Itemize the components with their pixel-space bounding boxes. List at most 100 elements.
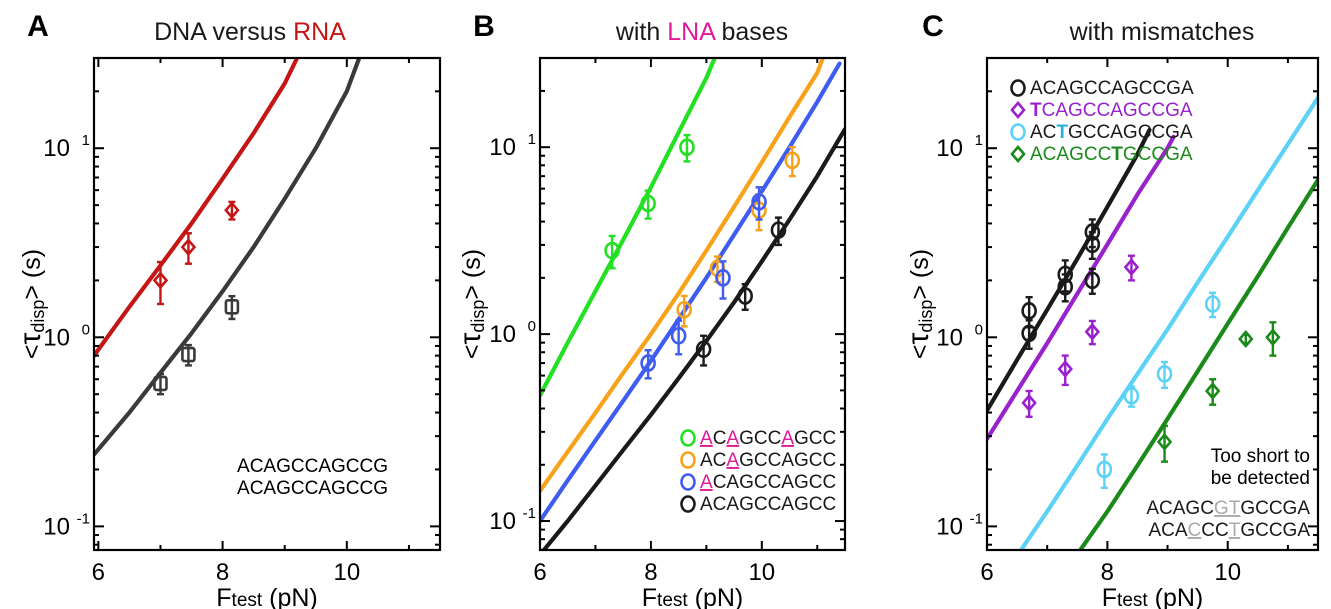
panel-c-point-1-3 — [1123, 258, 1140, 277]
panel-a-xtick-label: 6 — [92, 559, 105, 586]
panel-c-legend-marker-3 — [1010, 145, 1026, 163]
panel-b-letter: B — [473, 10, 495, 43]
panel-c-point-1-1 — [1057, 359, 1073, 378]
panel-b-legend-2-part-1: CAGCCAGCC — [713, 472, 837, 493]
panel-c-legend-3-part-0: ACAGCC — [1030, 144, 1111, 165]
panel-b-legend-marker-3 — [680, 495, 696, 513]
panel-a-fit-line-1 — [94, 58, 362, 457]
panel-b-fit-line-2 — [540, 61, 842, 524]
panel-c-annotation-seq1-part-2: GCCGA — [1240, 498, 1310, 519]
panel-b-legend-2: ACAGCCAGCC — [700, 472, 836, 493]
panel-b-legend-0-part-2: A — [726, 428, 739, 449]
panel-c-point-2-2 — [1156, 365, 1173, 383]
panel-c-annotation-seq2-part-0: ACA — [1148, 520, 1187, 541]
panel-c-fit-line-2 — [1018, 95, 1318, 550]
panel-c-fit-line-1 — [987, 134, 1176, 441]
panel-a-ytick-exponent: 1 — [82, 132, 90, 149]
panel-c-point-2-1 — [1123, 387, 1140, 405]
panel-b-point-3-0 — [695, 340, 712, 359]
panel-b-point-3-1 — [737, 287, 753, 305]
panel-b-point-1-0 — [676, 300, 692, 319]
panel-c-legend-marker-2 — [1010, 123, 1026, 141]
panel-a-point-1-2 — [224, 298, 240, 315]
panel-c-annotation-seq1-part-0: ACAGC — [1146, 498, 1214, 519]
panel-c-annotation-seq1: ACAGCGTGCCGA — [1146, 498, 1310, 519]
panel-c-ytick-label: 10 — [936, 513, 963, 540]
panel-c-point-0-3 — [1057, 277, 1074, 296]
panel-c-legend-1-part-1: CAGCCAGCCGA — [1042, 100, 1193, 121]
panel-a-ytick-label: 10 — [43, 513, 70, 540]
panel-c-legend-marker-1 — [1010, 101, 1026, 119]
panel-c-point-2-0 — [1096, 460, 1113, 479]
panel-c-annotation-seq2: ACACCCTGCCGA — [1148, 520, 1310, 541]
panel-c-legend-2-part-2: GCCAGCCGA — [1068, 122, 1193, 143]
panel-c-title-part-0: with mismatches — [1069, 18, 1255, 46]
panel-b-point-2-2 — [715, 269, 731, 287]
panel-b-legend-0-part-0: A — [700, 428, 713, 449]
panel-b-ylabel: <τdisp> (s) — [454, 249, 488, 359]
panel-b-point-3-2 — [770, 221, 787, 239]
panel-c-annotation-line1: Too short to — [1211, 446, 1310, 467]
panel-c-point-3-2 — [1238, 329, 1254, 348]
panel-b-legend-marker-1 — [680, 451, 696, 469]
panel-b-frame — [538, 56, 847, 552]
panel-c-ylabel: <τdisp> (s) — [902, 249, 936, 359]
panel-c-fit-line-0 — [987, 127, 1152, 413]
panel-b-ytick-label: 10 — [489, 134, 516, 161]
panel-b-xtick-label: 6 — [533, 559, 546, 586]
panel-c-point-3-3 — [1265, 328, 1281, 347]
panel-a-point-0-1 — [180, 238, 197, 257]
panel-b-fit-line-0 — [540, 58, 717, 398]
panel-a-frame — [92, 56, 442, 552]
panel-a-xtick-label: 8 — [216, 559, 229, 586]
panel-b-ytick-exponent: 1 — [528, 131, 536, 148]
panel-b-fit-line-1 — [540, 58, 825, 493]
panel-c-legend-1-part-0: T — [1030, 100, 1042, 121]
panel-c-annotation-line2: be detected — [1211, 468, 1310, 489]
panel-b-xtick-label: 10 — [748, 559, 775, 586]
panel-c-frame — [985, 56, 1320, 552]
panel-c-point-2-3 — [1204, 295, 1221, 313]
panel-a-legend-0: ACAGCCAGCCG — [237, 456, 388, 477]
panel-a-letter: A — [27, 10, 49, 43]
panel-b-legend-0: ACAGCCAGCC — [700, 428, 836, 449]
panel-b-legend-0-part-1: C — [713, 428, 727, 449]
panel-a-ytick-exponent: -1 — [77, 510, 90, 527]
panel-a-fit-line-0 — [94, 58, 300, 358]
panel-a-ytick-label: 10 — [43, 135, 70, 162]
panel-b-legend-1-part-1: A — [726, 450, 739, 471]
panel-c-point-0-6 — [1084, 271, 1101, 290]
panel-b-point-2-1 — [670, 326, 687, 345]
panel-b-legend-3-part-0: ACAGCCAGCC — [700, 494, 836, 515]
panel-a-xlabel: Ftest (pN) — [216, 584, 317, 609]
panel-a-point-0-2 — [224, 201, 240, 220]
panel-c-point-0-0 — [1021, 302, 1037, 320]
panel-b-title-part-1: LNA — [667, 18, 716, 46]
panel-c-xtick-label: 10 — [1214, 559, 1241, 586]
panel-c-point-1-0 — [1021, 393, 1037, 412]
panel-b-title-part-2: bases — [715, 18, 789, 46]
panel-a-point-1-1 — [181, 346, 196, 363]
panel-b-legend-marker-2 — [680, 473, 696, 491]
panel-c-title: with mismatches — [1069, 18, 1255, 46]
panel-c-legend-0: ACAGCCAGCCGA — [1030, 78, 1194, 99]
panel-c-legend-marker-0 — [1010, 79, 1026, 97]
panel-b-ytick-exponent: -1 — [523, 505, 536, 522]
panel-c-annotation-seq2-part-2: CC — [1201, 520, 1228, 541]
panel-a-point-1-0 — [153, 375, 168, 392]
panel-b-legend-2-part-0: A — [700, 472, 713, 493]
panel-c-point-0-5 — [1084, 235, 1101, 254]
panel-c-ytick-exponent: -1 — [970, 510, 983, 527]
panel-c-ytick-label: 10 — [936, 135, 963, 162]
panel-c-point-1-2 — [1084, 322, 1101, 341]
panel-a-legend-1: ACAGCCAGCCG — [237, 478, 388, 499]
panel-b-legend-0-part-3: GCC — [739, 428, 781, 449]
panel-c-annotation-seq2-part-3: T — [1229, 520, 1241, 541]
panel-c-legend-2-part-1: T — [1056, 122, 1068, 143]
panel-c-annotation-seq1-part-1: GT — [1214, 498, 1241, 519]
panel-b-point-0-1 — [640, 194, 656, 213]
panel-b-legend-1: ACAGCCAGCC — [700, 450, 836, 471]
panel-a-point-0-0 — [152, 271, 169, 290]
panel-b-ytick-exponent: 0 — [528, 318, 536, 335]
